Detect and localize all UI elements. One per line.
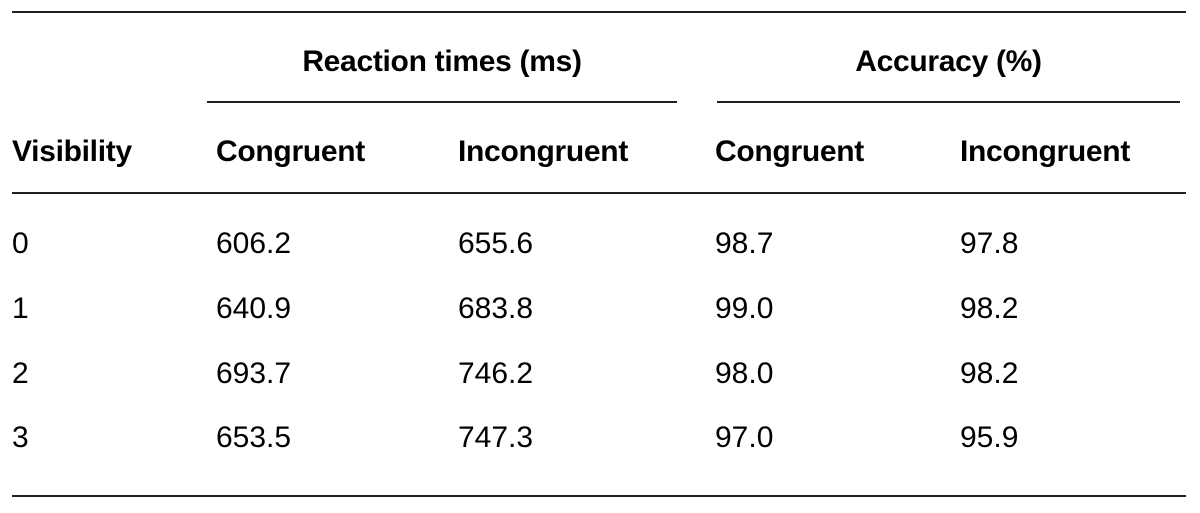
rt-incongruent-cell: 655.6 [458, 227, 534, 260]
column-header-acc-incongruent: Incongruent [960, 103, 1187, 194]
accuracy-label: Accuracy (%) [855, 45, 1042, 78]
table-row: 0 606.2 655.6 98.7 97.8 [12, 193, 1186, 276]
rt-congruent-cell: 640.9 [216, 291, 292, 325]
table-row: 3 653.5 747.3 97.0 95.9 [12, 406, 1186, 496]
rt-congruent-cell: 693.7 [216, 356, 292, 390]
results-table: Reaction times (ms) Accuracy (%) Visibil… [12, 11, 1187, 497]
acc-incongruent-cell: 95.9 [960, 421, 1019, 454]
acc-incongruent-cell: 97.8 [960, 227, 1019, 260]
group-header-spacer [12, 12, 216, 103]
visibility-cell: 0 [12, 227, 29, 260]
column-header-acc-congruent: Congruent [715, 103, 960, 194]
column-header-row: Visibility Congruent Incongruent Congrue… [12, 103, 1187, 194]
table-row: 2 693.7 746.2 98.0 98.2 [12, 341, 1186, 406]
acc-congruent-cell: 99.0 [715, 291, 774, 325]
group-header-accuracy: Accuracy (%) [715, 12, 1186, 103]
table-row: 1 640.9 683.8 99.0 98.2 [12, 276, 1186, 341]
visibility-cell: 1 [12, 291, 29, 325]
accuracy-spanner: Accuracy (%) [717, 13, 1181, 103]
rt-incongruent-cell: 683.8 [458, 291, 534, 325]
rt-congruent-cell: 653.5 [216, 421, 292, 454]
visibility-cell: 3 [12, 421, 29, 454]
acc-incongruent-cell: 98.2 [960, 291, 1019, 325]
acc-congruent-cell: 98.7 [715, 227, 774, 260]
reaction-times-label: Reaction times (ms) [302, 45, 582, 78]
column-header-rt-incongruent: Incongruent [458, 103, 715, 194]
column-header-visibility: Visibility [12, 103, 216, 194]
acc-congruent-cell: 97.0 [715, 421, 774, 454]
results-table-container: Reaction times (ms) Accuracy (%) Visibil… [12, 11, 1187, 497]
acc-congruent-cell: 98.0 [715, 356, 774, 390]
reaction-times-spanner: Reaction times (ms) [207, 13, 677, 103]
rt-incongruent-cell: 746.2 [458, 356, 534, 390]
rt-congruent-cell: 606.2 [216, 227, 292, 260]
visibility-cell: 2 [12, 356, 29, 390]
rt-incongruent-cell: 747.3 [458, 421, 534, 454]
acc-incongruent-cell: 98.2 [960, 356, 1019, 390]
group-header-reaction-times: Reaction times (ms) [207, 12, 715, 103]
group-header-row: Reaction times (ms) Accuracy (%) [12, 12, 1186, 103]
column-header-rt-congruent: Congruent [216, 103, 458, 194]
